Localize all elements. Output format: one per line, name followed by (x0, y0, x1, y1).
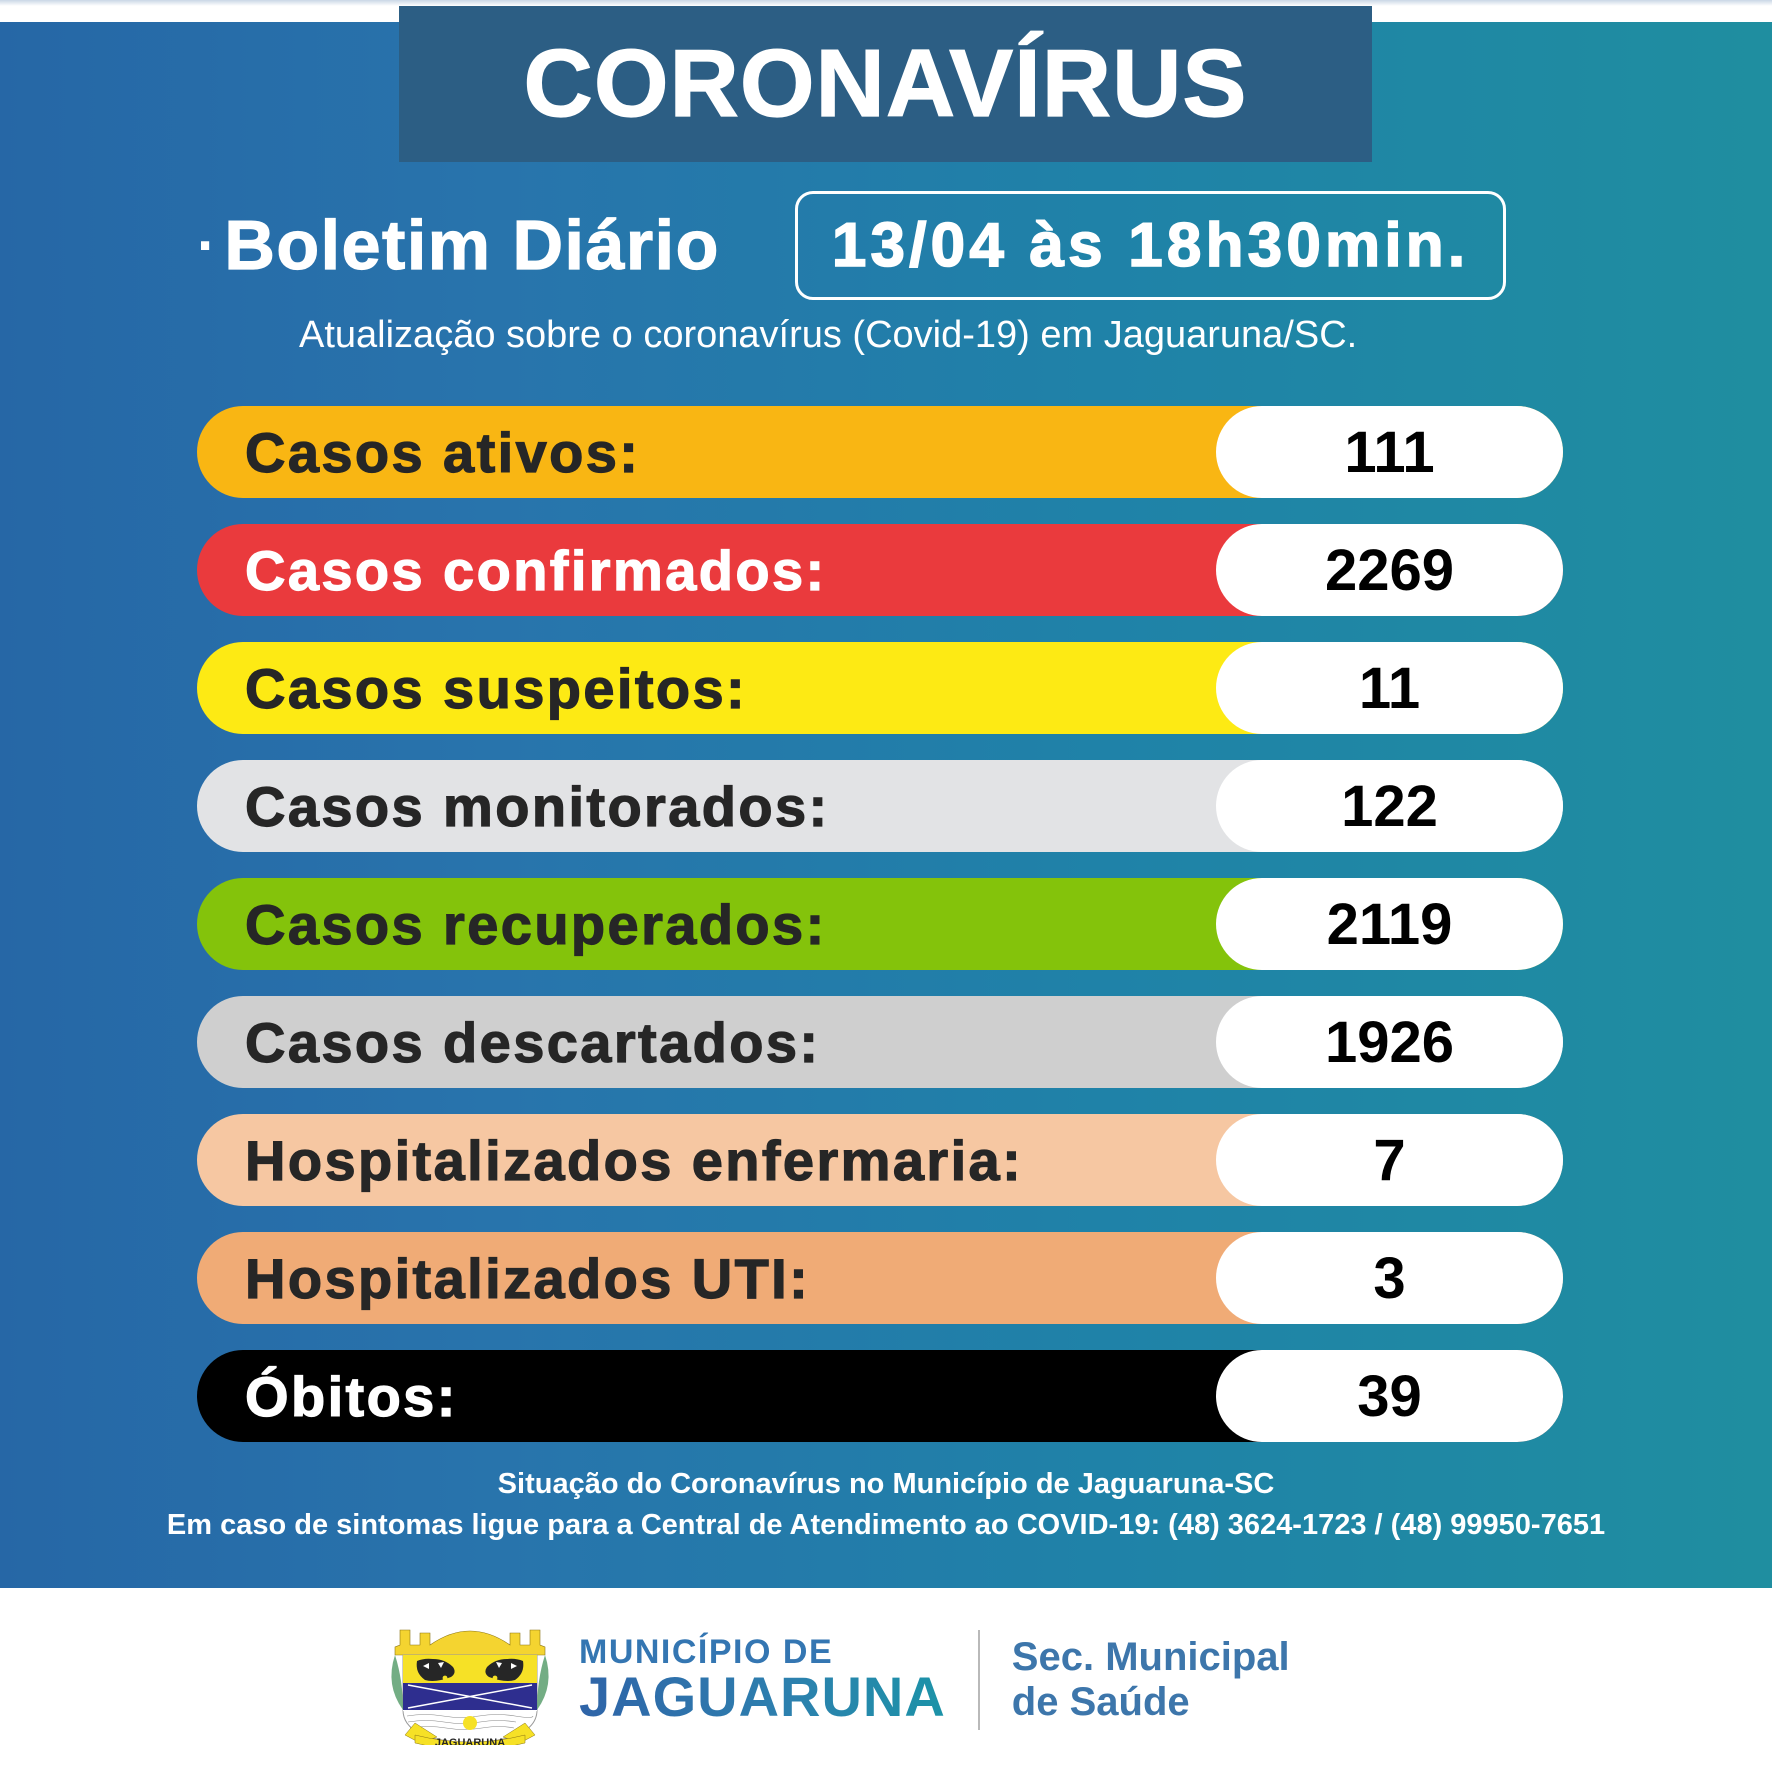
svg-text:JAGUARUNA: JAGUARUNA (435, 1737, 505, 1745)
